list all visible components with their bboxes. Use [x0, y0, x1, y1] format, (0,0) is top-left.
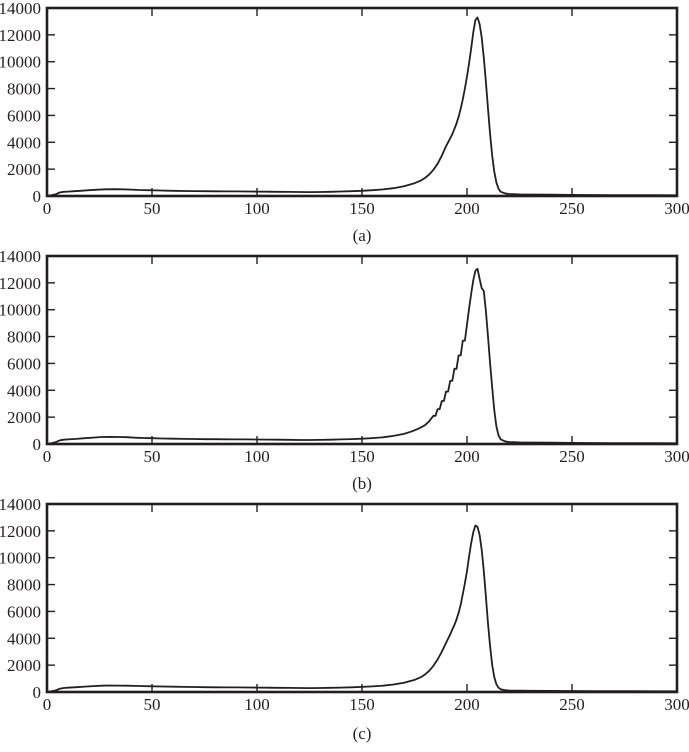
chart-section-c: 0 50 100 150 200 250 300 0 2000 4000 6000 8000 10000…	[0, 496, 689, 746]
y-tick-label: 6000	[7, 602, 41, 621]
chart-c-caption: (c)	[352, 724, 372, 743]
y-tick-label: 0	[33, 435, 42, 454]
x-tick-label: 300	[664, 199, 689, 218]
chart-c-plot: 0 50 100 150 200 250 300 0 2000 4000 6000 8000 10000…	[0, 496, 689, 714]
y-tick-label: 4000	[7, 133, 41, 152]
x-tick-label: 150	[349, 447, 375, 466]
x-tick-label: 250	[559, 695, 585, 714]
histogram-curve	[46, 524, 678, 693]
x-tick-label: 0	[43, 199, 52, 218]
y-tick-label: 8000	[7, 328, 41, 347]
y-tick-label: 14000	[0, 0, 41, 18]
histogram-curve	[46, 16, 678, 197]
x-tick-label: 200	[454, 695, 480, 714]
x-tick-label: 300	[664, 695, 689, 714]
y-tick-label: 4000	[7, 381, 41, 400]
x-tick-label: 200	[454, 199, 480, 218]
x-tick-label: 50	[144, 695, 161, 714]
y-tick-label: 0	[33, 187, 42, 206]
y-tick-label: 6000	[7, 106, 41, 125]
x-tick-label: 0	[43, 447, 52, 466]
y-tick-label: 2000	[7, 160, 41, 179]
y-tick-label: 10000	[0, 53, 41, 72]
y-tick-label: 14000	[0, 496, 41, 514]
x-tick-label: 250	[559, 199, 585, 218]
x-tick-label: 50	[144, 447, 161, 466]
y-tick-label: 12000	[0, 522, 41, 541]
x-tick-label: 100	[244, 199, 270, 218]
x-tick-label: 150	[349, 695, 375, 714]
y-tick-label: 8000	[7, 80, 41, 99]
chart-a-plot: 0 50 100 150 200 250 300 0 2000 4000 6000 8000 10000…	[0, 0, 689, 218]
histogram-curve	[46, 267, 678, 445]
x-tick-label: 100	[244, 695, 270, 714]
x-tick-label: 200	[454, 447, 480, 466]
y-tick-label: 4000	[7, 629, 41, 648]
y-tick-label: 12000	[0, 274, 41, 293]
x-tick-label: 300	[664, 447, 689, 466]
x-tick-label: 250	[559, 447, 585, 466]
chart-b-caption: (b)	[352, 474, 372, 493]
y-tick-label: 8000	[7, 576, 41, 595]
chart-b-plot: 0 50 100 150 200 250 300 0 2000 4000 6000 8000 10000…	[0, 248, 689, 466]
y-tick-label: 10000	[0, 301, 41, 320]
x-tick-label: 100	[244, 447, 270, 466]
x-tick-label: 0	[43, 695, 52, 714]
y-tick-label: 12000	[0, 26, 41, 45]
y-tick-label: 2000	[7, 656, 41, 675]
x-tick-label: 150	[349, 199, 375, 218]
plot-frame	[45, 254, 679, 446]
chart-section-a: 0 50 100 150 200 250 300 0 2000 4000 6000 8000 10000…	[0, 0, 689, 248]
y-tick-label: 6000	[7, 354, 41, 373]
y-tick-label: 10000	[0, 549, 41, 568]
y-tick-label: 14000	[0, 248, 41, 266]
x-tick-label: 50	[144, 199, 161, 218]
y-tick-label: 0	[33, 683, 42, 702]
chart-section-b: 0 50 100 150 200 250 300 0 2000 4000 6000 8000 10000…	[0, 248, 689, 496]
y-tick-label: 2000	[7, 408, 41, 427]
chart-a-caption: (a)	[352, 226, 372, 245]
plot-frame	[45, 502, 679, 694]
plot-frame	[45, 6, 679, 198]
